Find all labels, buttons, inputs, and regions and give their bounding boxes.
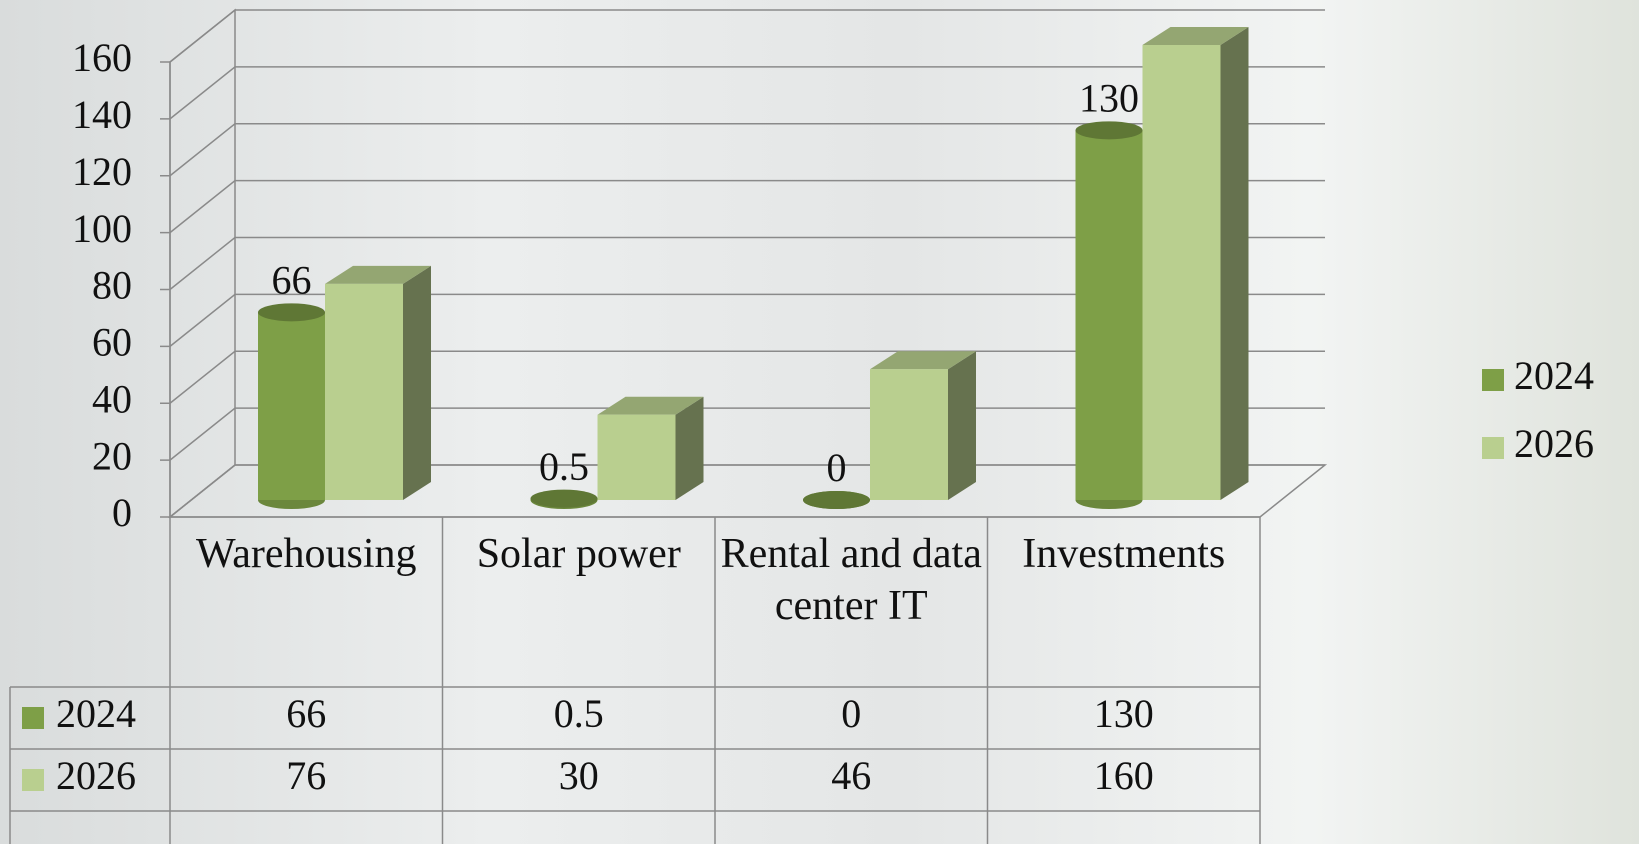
legend-key [1482,369,1504,391]
x-tick-label: Rental and data center IT [720,531,982,629]
cylinder-body [258,312,325,500]
grid-line [169,123,1325,177]
data-label: 130 [1079,75,1139,120]
table-value: 30 [559,753,599,798]
box-bar [870,351,976,500]
table-value: 0.5 [554,691,604,736]
cylinder-body [1075,130,1143,500]
box-front [1142,45,1221,500]
category-cell: Rental and data center IT [720,531,982,629]
cylinder-bar [1075,121,1143,509]
cylinder-bar [803,491,870,509]
box-bar [325,265,431,500]
grid-line [169,293,1325,347]
box-front [870,369,948,500]
grid-line [169,66,1325,120]
y-tick-label: 160 [72,35,132,80]
category-cell: Solar power [476,531,681,577]
cylinder-top [530,489,598,508]
cylinder-bar [530,489,598,509]
box-top [325,265,431,284]
box-front [597,414,676,500]
box-front [325,283,403,500]
grid-line [169,179,1325,234]
box-top [597,396,704,415]
table-legend-key [22,769,44,791]
y-tick-label: 140 [72,92,132,137]
y-tick-label: 120 [72,149,132,194]
data-label: 66 [272,257,312,302]
table-series-name: 2024 [56,691,136,736]
box-side [675,396,704,500]
data-label: 0 [827,445,847,490]
legend-label: 2026 [1514,421,1594,466]
y-tick-label: 20 [92,433,132,478]
table-value: 0 [841,691,861,736]
x-tick-label: Warehousing [195,531,417,577]
box-side [1220,27,1249,500]
table-value: 46 [831,753,871,798]
table-value: 66 [286,691,326,736]
y-tick-label: 0 [112,490,132,535]
table-legend-key [22,707,44,729]
table-value: 76 [286,753,326,798]
category-cell: Warehousing [195,531,417,577]
box-bar [1142,27,1249,500]
x-tick-label: Investments [1022,531,1226,577]
category-cell: Investments [1022,531,1226,577]
cylinder-top [803,491,870,509]
legend-key [1482,437,1504,459]
box-top [1142,27,1249,45]
table-value: 130 [1094,691,1154,736]
box-bar [597,396,704,500]
grid-line [169,236,1325,291]
grid-line [169,9,1325,63]
y-tick-label: 60 [92,320,132,365]
cylinder-top [258,303,325,322]
y-tick-label: 40 [92,376,132,421]
box-top [870,351,976,370]
cylinder-top [1075,121,1143,140]
box-side [948,351,976,500]
table-value: 160 [1094,753,1154,798]
data-label: 0.5 [539,444,589,489]
y-tick-label: 80 [92,263,132,308]
box-side [403,265,431,500]
y-tick-label: 100 [72,206,132,251]
legend-label: 2024 [1514,353,1594,398]
cylinder-bar [258,303,325,509]
table-series-name: 2026 [56,753,136,798]
x-tick-label: Solar power [476,531,681,577]
